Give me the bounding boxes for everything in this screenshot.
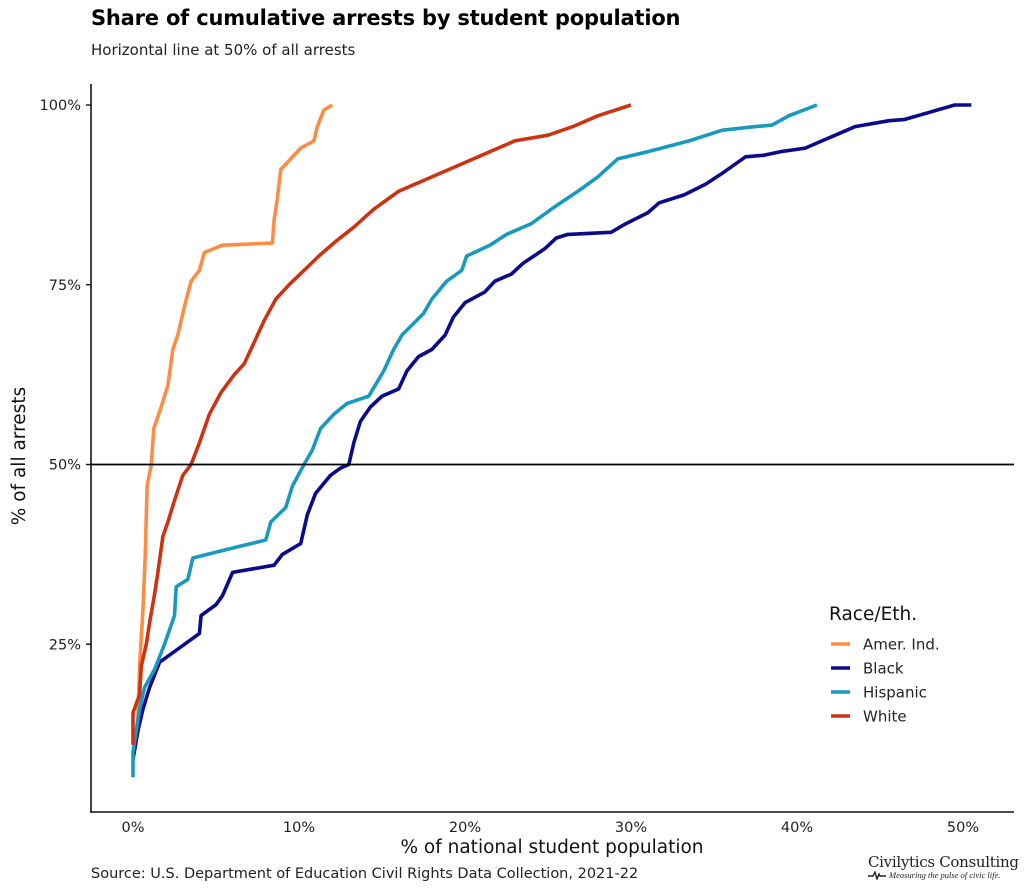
series-line-black (131, 103, 972, 760)
pulse-icon (868, 870, 886, 880)
x-tick-label: 40% (781, 820, 813, 836)
x-tick-label: 20% (449, 820, 481, 836)
x-tick-label: 50% (947, 820, 979, 836)
y-tick-label: 75% (49, 278, 81, 294)
chart-subtitle: Horizontal line at 50% of all arrests (91, 41, 356, 59)
x-tick-label: 10% (283, 820, 315, 836)
series-line-hispanic (131, 103, 818, 778)
civilytics-logo: Civilytics Consulting Measuring the puls… (868, 853, 1019, 880)
series-line-amer-ind (134, 103, 334, 738)
x-axis-title: % of national student population (400, 837, 703, 858)
legend-label-white: White (863, 708, 907, 726)
chart-title: Share of cumulative arrests by student p… (91, 6, 681, 30)
series-line-white (131, 103, 632, 745)
x-ticks: 0% 10% 20% 30% 40% 50% (121, 820, 979, 836)
logo-tagline-row: Measuring the pulse of civic life. (868, 870, 1018, 880)
y-tick-label: 50% (49, 458, 81, 474)
y-tick-label: 25% (49, 637, 81, 653)
legend-label-hispanic: Hispanic (863, 684, 927, 702)
legend-label-black: Black (863, 660, 904, 678)
legend-title: Race/Eth. (829, 604, 917, 625)
source-caption: Source: U.S. Department of Education Civ… (91, 866, 639, 882)
logo-name: Civilytics Consulting (868, 853, 1019, 871)
y-axis-title: % of all arrests (9, 387, 30, 525)
x-tick-label: 0% (121, 820, 144, 836)
legend: Race/Eth. Amer. Ind. Black Hispanic White (829, 604, 940, 726)
axes (90, 84, 1014, 813)
y-tick-label: 100% (40, 98, 81, 114)
series-layer (131, 103, 972, 778)
legend-label-amer-ind: Amer. Ind. (863, 636, 940, 654)
y-ticks: 25% 50% 75% 100% (40, 98, 91, 653)
logo-tagline: Measuring the pulse of civic life. (889, 870, 1001, 880)
x-tick-label: 30% (615, 820, 647, 836)
